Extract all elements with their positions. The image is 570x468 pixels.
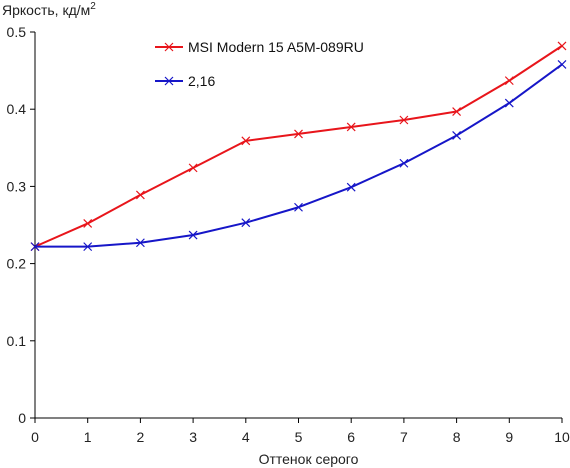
data-point-marker [294, 202, 303, 212]
x-tick-label: 6 [347, 429, 355, 445]
x-tick-label: 3 [189, 429, 197, 445]
series-2 [30, 59, 567, 252]
data-point-marker [83, 242, 93, 252]
y-tick-label: 0.5 [7, 24, 27, 40]
series-1 [30, 41, 567, 252]
series-line [35, 63, 563, 248]
x-axis-title: Оттенок серого [259, 451, 359, 467]
legend-marker [164, 76, 174, 86]
legend-label: MSI Modern 15 A5M-089RU [188, 39, 364, 55]
legend-label: 2,16 [188, 73, 215, 89]
data-point-marker [294, 129, 303, 139]
series-layer [30, 41, 567, 252]
legend-marker [164, 42, 174, 52]
x-tick-label: 2 [137, 429, 145, 445]
data-point-marker [452, 107, 462, 116]
legend-item: MSI Modern 15 A5M-089RU [155, 39, 364, 55]
data-point-marker [399, 115, 409, 125]
x-tick-label: 9 [505, 429, 513, 445]
data-point-marker [188, 230, 198, 240]
y-tick-label: 0.4 [7, 101, 27, 117]
x-tick-label: 7 [400, 429, 408, 445]
data-point-marker [188, 163, 198, 173]
data-point-marker [504, 76, 514, 86]
data-point-marker [557, 59, 567, 69]
y-tick-label: 0.1 [7, 333, 27, 349]
data-point-marker [241, 136, 251, 146]
x-tick-label: 5 [295, 429, 303, 445]
y-tick-label: 0.2 [7, 256, 27, 272]
data-point-marker [241, 218, 251, 228]
data-point-marker [504, 98, 514, 108]
axes-layer [34, 32, 562, 419]
y-axis-title-superscript: 2 [90, 1, 96, 12]
data-point-marker [83, 219, 93, 228]
data-point-marker [135, 190, 145, 200]
series-line [34, 45, 563, 248]
data-point-marker [399, 158, 409, 168]
x-tick-label: 10 [554, 429, 570, 445]
legend-item: 2,16 [155, 73, 215, 89]
ticks-layer: 0 0.1 0.2 0.3 0.4 0.5 0 1 2 3 4 5 6 7 8 9 10 [7, 24, 570, 445]
y-axis-title: Яркость, кд/м2 [2, 1, 96, 18]
x-tick-label: 0 [31, 429, 39, 445]
x-tick-label: 8 [453, 429, 461, 445]
data-point-marker [452, 131, 462, 140]
data-point-marker [135, 238, 145, 248]
legend: MSI Modern 15 A5M-089RU 2,16 [155, 39, 364, 89]
data-point-marker [557, 41, 567, 51]
y-tick-label: 0.3 [7, 178, 27, 194]
data-point-marker [30, 242, 40, 252]
data-point-marker [346, 182, 356, 192]
x-tick-label: 1 [84, 429, 92, 445]
x-tick-label: 4 [242, 429, 250, 445]
y-tick-label: 0 [18, 410, 26, 426]
data-point-marker [346, 122, 356, 132]
y-axis-title-text: Яркость, кд/м [2, 2, 90, 18]
